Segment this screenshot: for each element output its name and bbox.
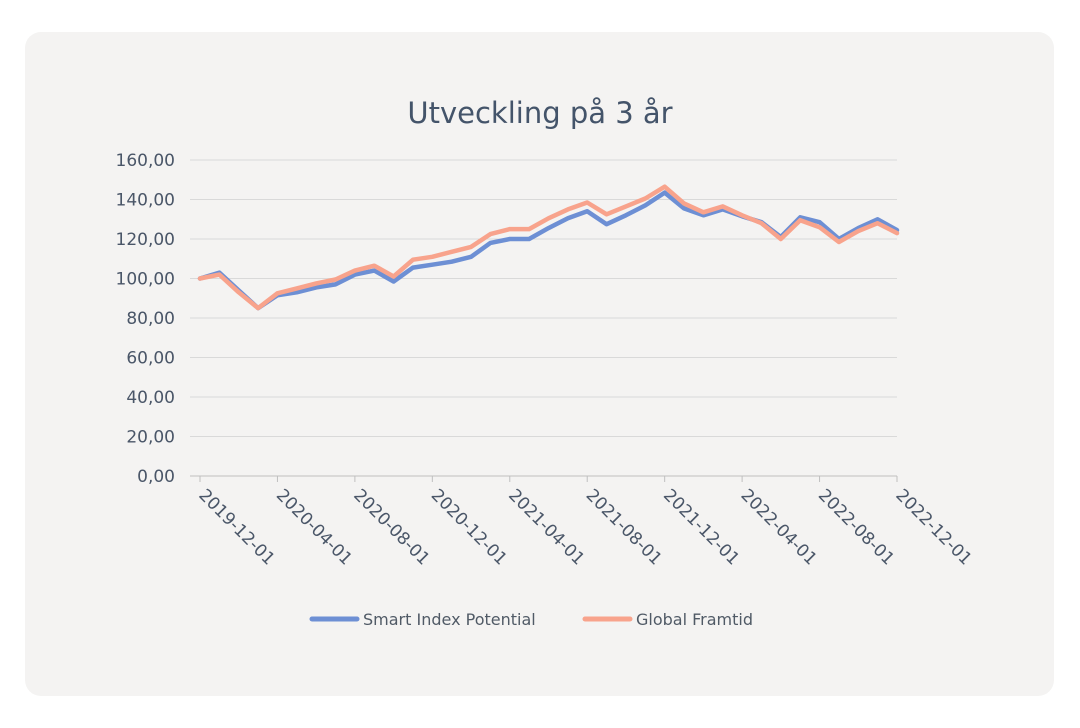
x-tick-label: 2022-04-01 [737, 485, 821, 569]
legend-label-1: Smart Index Potential [363, 610, 536, 629]
y-tick-label: 0,00 [137, 467, 175, 487]
y-tick-label: 140,00 [116, 191, 175, 211]
series-line-2 [197, 184, 900, 311]
x-tick-label: 2020-08-01 [349, 485, 433, 569]
chart-card [25, 32, 1054, 696]
x-tick-label: 2021-12-01 [659, 485, 743, 569]
grid-lines [190, 159, 897, 477]
series-line-1 [197, 190, 900, 311]
y-tick-label: 120,00 [116, 230, 175, 250]
y-tick-label: 160,00 [116, 151, 175, 171]
chart-title: Utveckling på 3 år [407, 96, 672, 130]
legend: Smart Index Potential Global Framtid [309, 610, 753, 629]
y-tick-label: 20,00 [126, 428, 175, 448]
y-tick-label: 40,00 [126, 388, 175, 408]
y-tick-label: 80,00 [126, 309, 175, 329]
x-tick-label: 2021-04-01 [504, 485, 588, 569]
legend-label-2: Global Framtid [636, 610, 753, 629]
y-axis-ticks: 0,00 20,00 40,00 60,00 80,00 100,00 120,00 140,… [116, 151, 175, 487]
x-tick-label: 2022-08-01 [814, 485, 898, 569]
x-tick-label: 2020-12-01 [427, 485, 511, 569]
x-axis-ticks: 2019-12-012020-04-012020-08-012020-12-01… [194, 476, 975, 569]
y-tick-label: 100,00 [116, 270, 175, 290]
x-tick-label: 2020-04-01 [272, 485, 356, 569]
y-tick-label: 60,00 [126, 349, 175, 369]
x-tick-label: 2022-12-01 [891, 485, 975, 569]
x-tick-label: 2021-08-01 [582, 485, 666, 569]
series-lines [197, 184, 900, 311]
x-tick-label: 2019-12-01 [194, 485, 278, 569]
